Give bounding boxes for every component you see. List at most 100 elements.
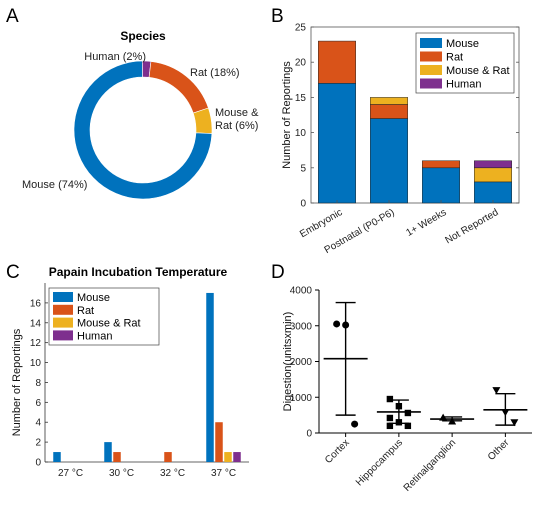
y-tick-label: 10 xyxy=(30,358,42,369)
y-tick-label: 12 xyxy=(30,338,42,349)
bar-mouse-27-c xyxy=(53,452,61,462)
bar-rat-embryonic xyxy=(318,40,356,84)
x-tick-label: 32 °C xyxy=(160,468,185,479)
x-tick-label: 37 °C xyxy=(211,468,236,479)
point-hippocampus xyxy=(386,422,394,430)
y-tick-label: 4000 xyxy=(290,286,313,297)
species-donut-chart: Mouse (74%) Rat (18%) Mouse & Rat (6%) Human… xyxy=(22,51,259,200)
legend-label-mouse: Mouse xyxy=(446,38,479,50)
y-tick-label: 1000 xyxy=(290,393,313,404)
legend-swatch-mouse xyxy=(53,292,73,302)
donut-label-human: Human (2%) xyxy=(84,51,146,63)
bar-mouse-not-reported xyxy=(474,181,512,204)
legend-swatch-mouse-rat xyxy=(420,65,442,75)
y-tick-label: 14 xyxy=(30,318,42,329)
point-other xyxy=(492,387,501,395)
bar-rat-1-weeks xyxy=(422,160,460,169)
x-tick-label: 30 °C xyxy=(109,468,134,479)
y-tick-label: 2000 xyxy=(290,357,313,368)
donut-label-rat: Rat (18%) xyxy=(190,67,240,79)
x-tick-label: Embryonic xyxy=(298,207,344,240)
y-tick-label: 10 xyxy=(295,128,307,139)
y-tick-label: 8 xyxy=(35,378,41,389)
bar-mouse-rat-postnatal-p0-p6 xyxy=(370,97,408,105)
x-tick-label: Not Reported xyxy=(443,207,500,246)
y-axis-label: Digestion(unitsxmin) xyxy=(282,312,294,412)
donut-label-mouse: Mouse (74%) xyxy=(22,179,87,191)
bar-rat-30-c xyxy=(113,452,121,462)
donut-label-mouse-rat: Mouse & Rat (6%) xyxy=(215,107,259,132)
legend-label-human: Human xyxy=(77,330,112,342)
point-cortex xyxy=(333,320,341,328)
y-tick-label: 2 xyxy=(35,438,41,449)
panel-a-title: Species xyxy=(120,29,166,43)
y-tick-label: 20 xyxy=(295,58,307,69)
point-hippocampus xyxy=(404,422,412,430)
y-tick-label: 0 xyxy=(300,199,306,210)
x-tick-label: Other xyxy=(486,437,512,463)
x-tick-label: Cortex xyxy=(323,437,352,466)
point-hippocampus xyxy=(404,409,412,417)
bar-mouse-embryonic xyxy=(318,83,356,204)
y-tick-label: 0 xyxy=(306,429,312,440)
point-hippocampus xyxy=(395,402,403,410)
bar-human-37-c xyxy=(233,452,241,462)
y-tick-label: 0 xyxy=(35,458,41,469)
x-tick-label: Hippocampus xyxy=(354,437,405,488)
panel-letter-b: B xyxy=(271,6,284,27)
legend-swatch-human xyxy=(53,330,73,341)
point-cortex xyxy=(351,420,359,428)
digestion-scatter-chart: 0 1000 2000 3000 4000 Digestion(unitsxmin) Cor… xyxy=(282,286,532,494)
y-axis-label: Number of Reportings xyxy=(11,328,23,436)
bar-mouse-rat-not-reported xyxy=(474,167,512,183)
y-axis-label: Number of Reportings xyxy=(281,61,293,169)
y-tick-label: 6 xyxy=(35,398,41,409)
donut-slice-mouse xyxy=(73,60,213,200)
panel-c-title: Papain Incubation Temperature xyxy=(49,265,228,279)
bar-human-not-reported xyxy=(474,160,512,169)
y-tick-label: 25 xyxy=(295,23,307,34)
y-tick-label: 16 xyxy=(30,298,42,309)
panel-letter-a: A xyxy=(6,6,19,27)
plot-frame xyxy=(310,26,520,204)
point-other xyxy=(510,419,519,427)
bar-mouse-30-c xyxy=(104,442,112,462)
legend-label-human: Human xyxy=(446,79,481,91)
legend-label-mouse-rat: Mouse & Rat xyxy=(446,65,510,77)
legend-swatch-human xyxy=(420,78,442,89)
panel-letter-c: C xyxy=(6,262,20,283)
legend-label-mouse-rat: Mouse & Rat xyxy=(77,318,141,330)
y-tick-label: 15 xyxy=(295,93,307,104)
x-tick-label: 1+ Weeks xyxy=(404,207,448,239)
point-cortex xyxy=(342,321,350,329)
point-other xyxy=(501,409,510,417)
x-tick-label: 27 °C xyxy=(58,468,83,479)
donut-slice-mouse-rat xyxy=(192,107,213,134)
bar-mouse-rat-37-c xyxy=(224,452,232,462)
legend-swatch-rat xyxy=(53,304,73,315)
legend-label-rat: Rat xyxy=(77,305,94,317)
y-tick-label: 4 xyxy=(35,418,41,429)
bar-rat-postnatal-p0-p6 xyxy=(370,104,408,119)
y-tick-label: 5 xyxy=(300,163,306,174)
legend-label-mouse: Mouse xyxy=(77,292,110,304)
legend-swatch-mouse xyxy=(420,38,442,48)
bar-mouse-1-weeks xyxy=(422,167,460,204)
bar-rat-32-c xyxy=(164,452,172,462)
legend-swatch-mouse-rat xyxy=(53,317,73,328)
bar-mouse-37-c xyxy=(206,292,214,462)
legend-label-rat: Rat xyxy=(446,52,463,64)
panel-letter-d: D xyxy=(271,262,285,283)
point-hippocampus xyxy=(386,395,394,403)
point-retinalganglion xyxy=(448,417,457,425)
point-hippocampus xyxy=(386,414,394,422)
bar-rat-37-c xyxy=(215,422,223,462)
point-hippocampus xyxy=(395,419,403,426)
x-tick-label: Retinalganglion xyxy=(402,437,459,494)
y-tick-label: 3000 xyxy=(290,321,313,332)
bar-mouse-postnatal-p0-p6 xyxy=(370,118,408,204)
legend-swatch-rat xyxy=(420,51,442,62)
temperature-grouped-bar-chart: 0 2 4 6 8 10 12 14 16 Number of Reportings 27 °C 30… xyxy=(11,283,249,479)
